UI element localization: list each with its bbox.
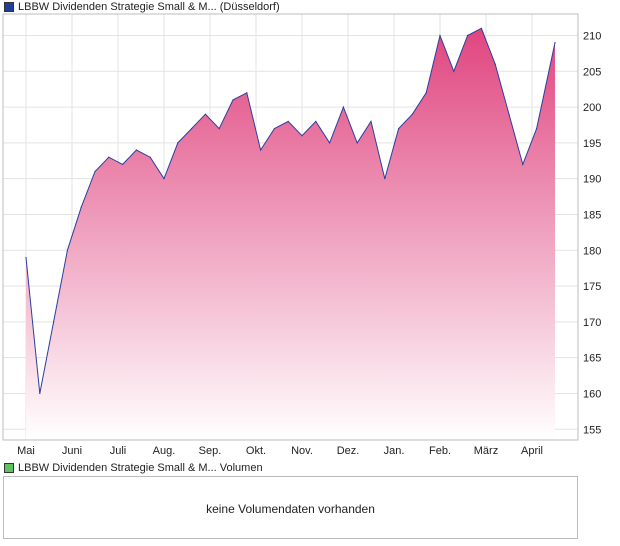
data-point — [53, 321, 55, 323]
y-tick-label: 170 — [583, 317, 601, 329]
data-point — [177, 142, 179, 144]
plot-frame — [2, 13, 579, 441]
data-point — [135, 149, 137, 151]
data-point — [149, 156, 151, 158]
data-point — [94, 170, 96, 173]
data-point — [480, 27, 482, 29]
data-point — [522, 163, 524, 165]
x-tick-label: Jan. — [384, 445, 405, 457]
data-point — [163, 178, 165, 180]
data-point — [122, 163, 124, 165]
x-tick-label: Okt. — [246, 445, 266, 457]
data-point — [80, 206, 82, 208]
y-tick-label: 175 — [583, 281, 601, 293]
data-point — [39, 392, 41, 395]
data-point — [384, 178, 386, 180]
data-point — [218, 127, 220, 130]
data-point — [425, 92, 427, 94]
y-tick-label: 210 — [583, 30, 601, 42]
data-point — [342, 106, 344, 108]
data-point — [273, 127, 275, 130]
x-tick-label: Sep. — [199, 445, 222, 457]
x-tick-label: Aug. — [153, 445, 176, 457]
x-tick-label: Juli — [110, 445, 127, 457]
x-tick-label: April — [521, 445, 543, 457]
data-point — [554, 42, 556, 44]
data-point — [411, 113, 413, 115]
y-tick-label: 205 — [583, 66, 601, 78]
data-point — [191, 127, 193, 130]
price-legend: LBBW Dividenden Strategie Small & M... (… — [4, 0, 280, 14]
data-point — [398, 127, 400, 130]
price-chart: 155 160 165 170 175 180 185 190 195 200 205 210 Mai J… — [2, 13, 601, 457]
data-point — [508, 113, 510, 115]
data-point — [439, 34, 441, 37]
data-point — [467, 34, 469, 37]
data-point — [494, 63, 496, 65]
data-point — [287, 120, 289, 122]
data-point — [260, 149, 262, 151]
data-point — [315, 120, 317, 122]
no-volume-message: keine Volumendaten vorhanden — [206, 502, 375, 516]
y-tick-label: 160 — [583, 388, 601, 400]
volume-legend-label: LBBW Dividenden Strategie Small & M... V… — [18, 462, 263, 474]
data-point — [204, 113, 206, 115]
data-point — [66, 249, 68, 251]
y-tick-label: 155 — [583, 424, 601, 436]
data-point — [453, 70, 455, 72]
volume-panel: keine Volumendaten vorhanden — [3, 476, 578, 539]
data-point — [25, 256, 27, 259]
y-tick-label: 185 — [583, 209, 601, 221]
data-point — [370, 120, 372, 122]
x-tick-label: Juni — [62, 445, 82, 457]
y-tick-label: 165 — [583, 353, 601, 365]
volume-legend-swatch — [4, 463, 14, 473]
data-point — [232, 99, 234, 101]
data-point — [246, 92, 248, 94]
y-tick-label: 200 — [583, 102, 601, 114]
volume-legend: LBBW Dividenden Strategie Small & M... V… — [4, 461, 263, 475]
x-tick-label: Mai — [17, 445, 35, 457]
price-area — [26, 28, 555, 441]
x-tick-label: Dez. — [337, 445, 360, 457]
price-legend-label: LBBW Dividenden Strategie Small & M... (… — [18, 1, 280, 13]
y-tick-label: 195 — [583, 138, 601, 150]
x-tick-label: März — [474, 445, 498, 457]
data-point — [108, 156, 110, 158]
data-point — [356, 142, 358, 144]
x-tick-label: Feb. — [429, 445, 451, 457]
x-tick-label: Nov. — [291, 445, 313, 457]
y-tick-label: 180 — [583, 245, 601, 257]
y-tick-label: 190 — [583, 174, 601, 186]
price-legend-swatch — [4, 2, 14, 12]
data-point — [301, 135, 303, 137]
data-point — [329, 142, 331, 144]
data-point — [536, 127, 538, 130]
